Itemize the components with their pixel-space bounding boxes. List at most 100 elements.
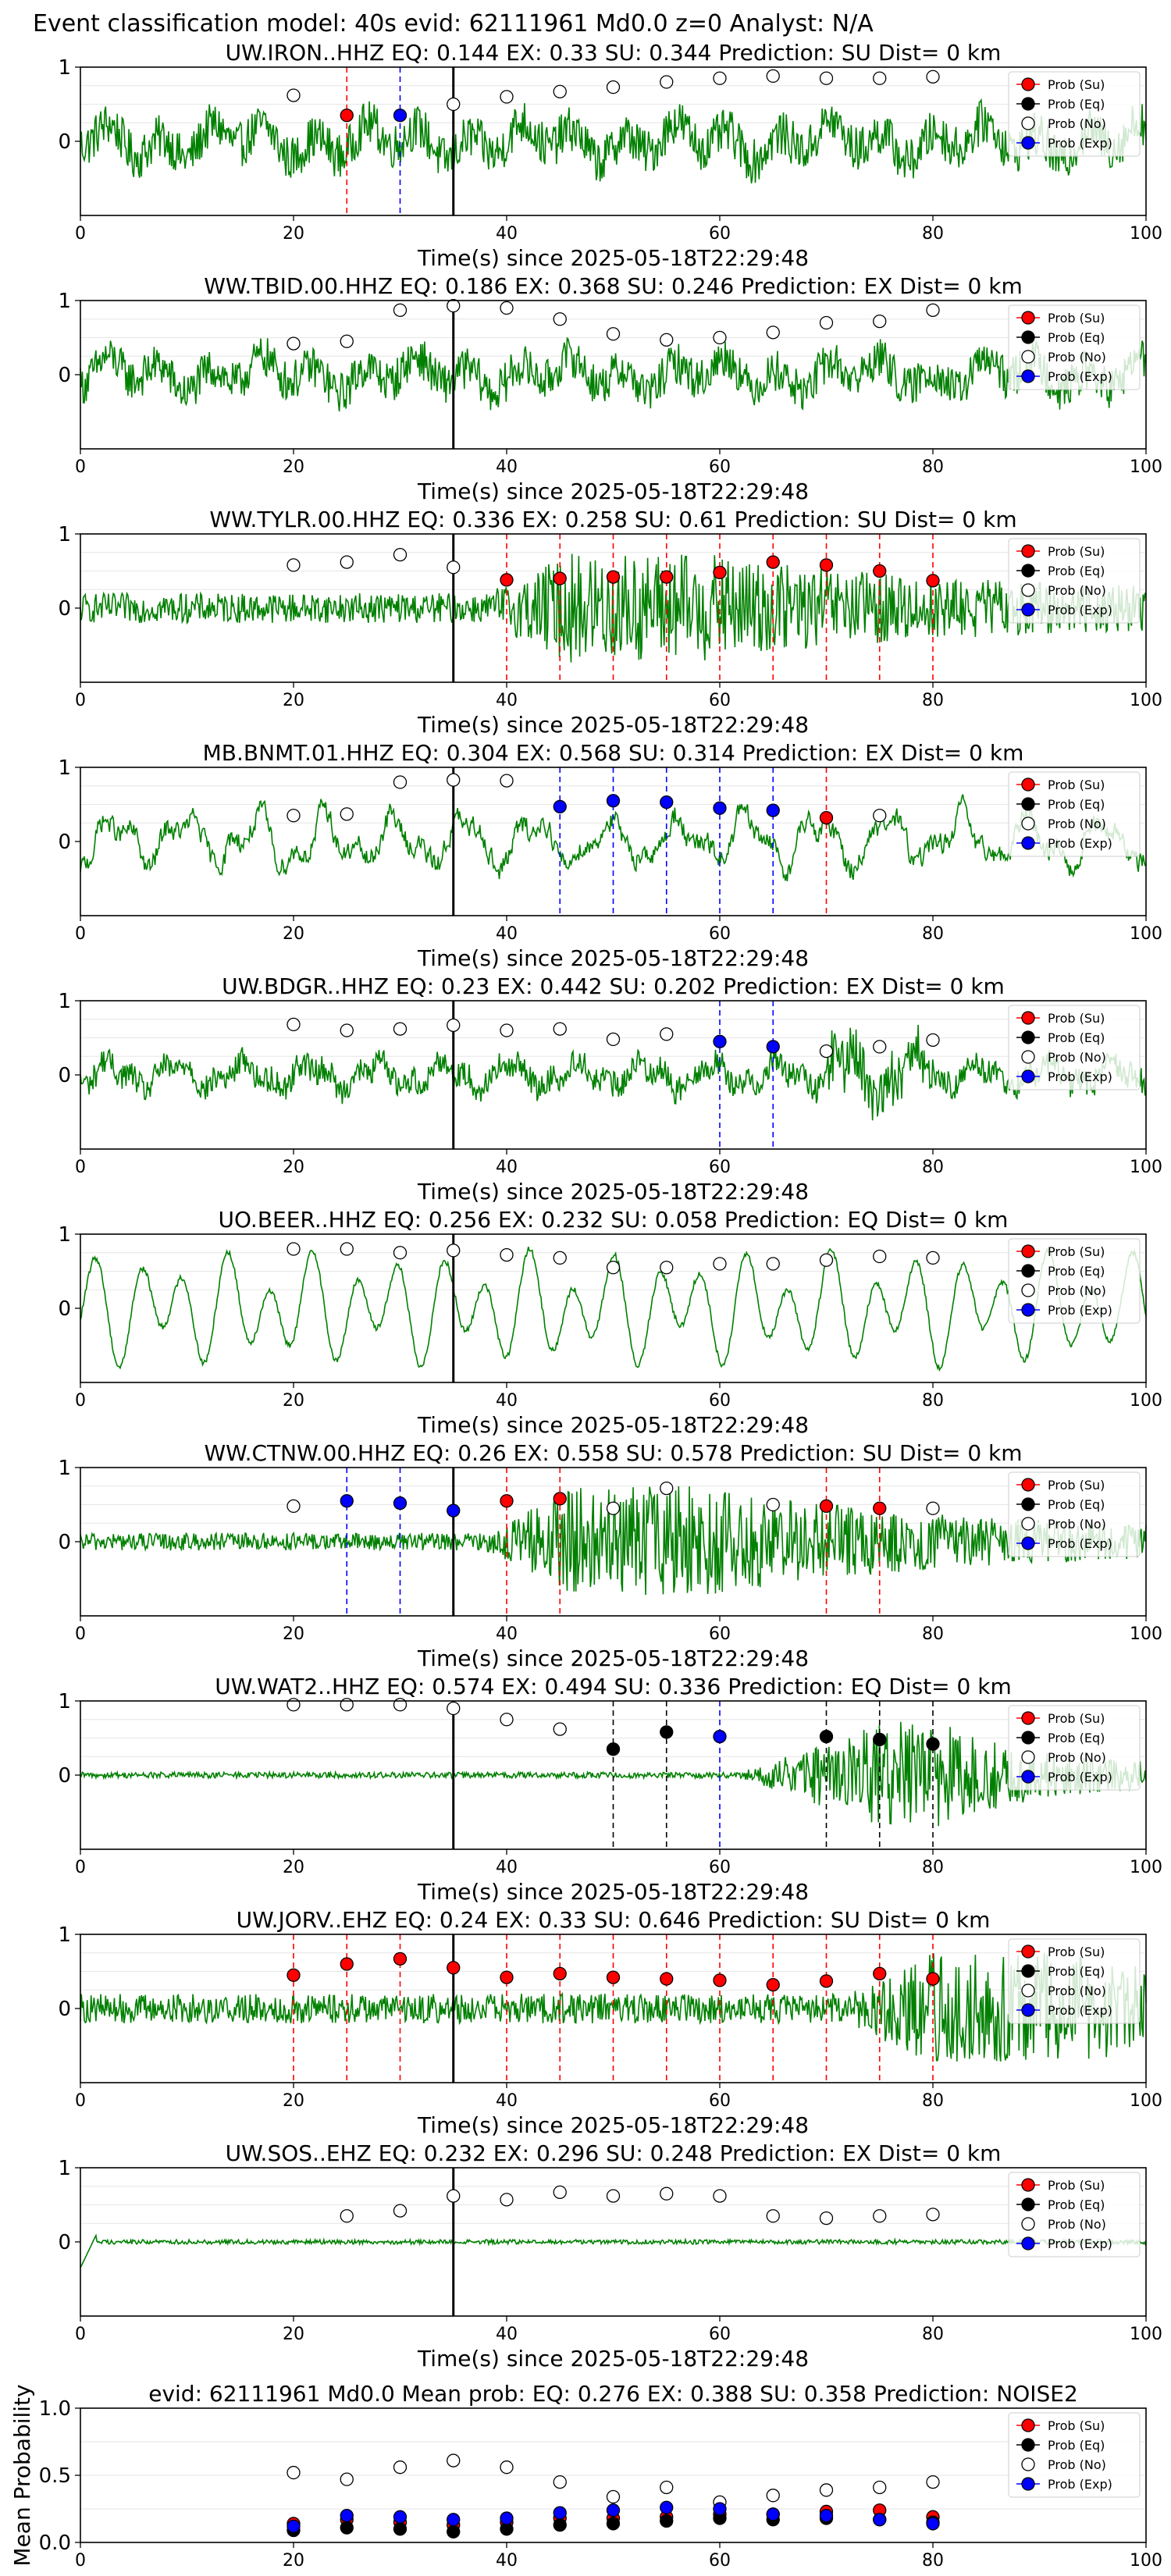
prob-point-no (340, 1698, 354, 1712)
mean-point-eq (447, 2524, 461, 2539)
legend-label-exp: Prob (Exp) (1048, 1303, 1112, 1318)
panel-title: UW.WAT2..HHZ EQ: 0.574 EX: 0.494 SU: 0.3… (215, 1674, 1012, 1699)
prob-point-no (500, 90, 514, 104)
x-tick-label: 80 (922, 2551, 944, 2571)
mean-point-no (606, 2489, 621, 2504)
mean-point-exp (713, 2502, 727, 2516)
x-tick-label: 100 (1130, 1624, 1162, 1644)
prob-point-no (500, 301, 514, 315)
prob-point-no (819, 1044, 834, 1059)
prob-point-su (606, 570, 621, 584)
legend-marker-su (1021, 1011, 1035, 1025)
prob-point-no (553, 2185, 567, 2200)
legend-marker-exp (1021, 1770, 1035, 1784)
prob-point-no (500, 1713, 514, 1727)
x-tick-label: 80 (922, 2325, 944, 2344)
mean-point-exp (393, 2510, 408, 2524)
x-tick-label: 40 (496, 2091, 518, 2111)
x-axis-label: Time(s) since 2025-05-18T22:29:48 (417, 1412, 809, 1438)
x-axis-label: Time(s) since 2025-05-18T22:29:48 (417, 1646, 809, 1671)
prob-point-no (660, 1027, 674, 1041)
x-axis-label: Time(s) since 2025-05-18T22:29:48 (417, 479, 809, 504)
prob-point-no (393, 303, 408, 318)
y-tick-label: 1 (58, 523, 71, 546)
legend-marker-no (1021, 583, 1035, 597)
legend-label-eq: Prob (Eq) (1048, 330, 1105, 345)
prob-point-exp (393, 1496, 408, 1510)
prob-point-no (819, 1253, 834, 1267)
x-tick-label: 20 (283, 691, 304, 710)
prob-point-su (500, 573, 514, 587)
x-tick-label: 100 (1130, 2551, 1162, 2571)
prob-point-no (287, 809, 301, 823)
prob-point-no (287, 1242, 301, 1256)
legend-label-su: Prob (Su) (1048, 1011, 1105, 1026)
legend-box (1008, 1705, 1141, 1791)
x-tick-label: 20 (283, 2091, 304, 2111)
prob-point-eq (819, 1729, 834, 1744)
prob-point-no (340, 807, 354, 821)
prob-point-exp (713, 801, 727, 815)
x-tick-label: 100 (1130, 2091, 1162, 2111)
legend-marker-exp (1021, 136, 1035, 150)
x-tick-label: 20 (283, 924, 304, 944)
x-tick-label: 60 (709, 224, 731, 244)
mean-point-eq (606, 2517, 621, 2531)
legend-marker-exp (1021, 2003, 1035, 2017)
legend-box (1008, 538, 1141, 624)
panel-title: evid: 62111961 Md0.0 Mean prob: EQ: 0.27… (148, 2381, 1078, 2407)
prob-point-no (447, 773, 461, 787)
legend-marker-su (1021, 544, 1035, 558)
legend-label-exp: Prob (Exp) (1048, 136, 1112, 151)
x-tick-label: 0 (75, 691, 86, 710)
x-tick-label: 80 (922, 1624, 944, 1644)
legend-marker-no (1021, 1283, 1035, 1297)
x-tick-label: 60 (709, 691, 731, 710)
prob-point-no (766, 1497, 780, 1512)
mean-point-exp (447, 2513, 461, 2527)
y-tick-label: 1 (58, 990, 71, 1013)
prob-point-no (606, 2189, 621, 2203)
x-tick-label: 40 (496, 224, 518, 244)
y-tick-label: 0.5 (39, 2464, 71, 2488)
panel-title: WW.CTNW.00.HHZ EQ: 0.26 EX: 0.558 SU: 0.… (204, 1440, 1022, 1466)
subplot-stack: UW.IRON..HHZ EQ: 0.144 EX: 0.33 SU: 0.34… (9, 40, 1162, 2571)
prob-point-no (660, 1261, 674, 1275)
prob-point-exp (553, 799, 567, 813)
prob-point-no (606, 1032, 621, 1047)
legend-label-no: Prob (No) (1048, 1050, 1106, 1065)
waveform-trace (80, 336, 1147, 412)
x-tick-label: 100 (1130, 1858, 1162, 1877)
prob-point-no (500, 1023, 514, 1037)
prob-point-no (873, 314, 887, 329)
prob-point-no (287, 1017, 301, 1032)
legend-label-no: Prob (No) (1048, 583, 1106, 598)
legend-box (1008, 1005, 1141, 1091)
x-tick-label: 60 (709, 2325, 731, 2344)
plot-area (80, 301, 1146, 449)
x-tick-label: 40 (496, 1158, 518, 1177)
prob-point-su (819, 1974, 834, 1988)
panel-title: WW.TBID.00.HHZ EQ: 0.186 EX: 0.368 SU: 0… (204, 273, 1023, 299)
x-tick-label: 80 (922, 924, 944, 944)
prob-point-no (926, 1501, 940, 1515)
y-tick-label: 0 (58, 1064, 71, 1087)
legend-marker-exp (1021, 1303, 1035, 1317)
legend-label-no: Prob (No) (1048, 2457, 1106, 2472)
x-tick-label: 100 (1130, 924, 1162, 944)
mean-point-eq (553, 2517, 567, 2532)
prob-point-no (287, 336, 301, 350)
panel-title: UO.BEER..HHZ EQ: 0.256 EX: 0.232 SU: 0.0… (219, 1207, 1009, 1233)
x-tick-label: 0 (75, 457, 86, 477)
legend-label-no: Prob (No) (1048, 350, 1106, 365)
x-axis-label: Time(s) since 2025-05-18T22:29:48 (417, 712, 809, 738)
prob-point-no (553, 1022, 567, 1036)
prob-point-exp (766, 1040, 780, 1054)
prob-point-no (340, 2209, 354, 2223)
mean-point-no (660, 2480, 674, 2495)
station-panel: UW.SOS..EHZ EQ: 0.232 EX: 0.296 SU: 0.24… (58, 2140, 1162, 2371)
x-tick-label: 20 (283, 2325, 304, 2344)
waveform-trace (80, 98, 1147, 183)
x-tick-label: 0 (75, 224, 86, 244)
x-tick-label: 80 (922, 691, 944, 710)
